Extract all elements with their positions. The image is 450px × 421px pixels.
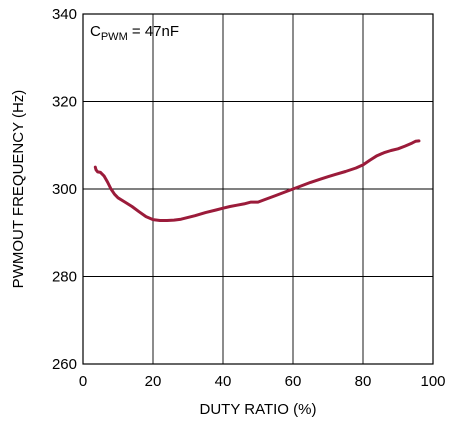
grid: [83, 14, 433, 364]
y-axis-label: PWMOUT FREQUENCY (Hz): [10, 90, 27, 289]
x-tick-label: 20: [145, 373, 162, 390]
x-axis-label: DUTY RATIO (%): [200, 401, 317, 418]
annotation-subscript: PWM: [101, 31, 128, 43]
y-tick-labels: 260 280 300 320 340: [52, 6, 77, 373]
x-tick-label: 100: [420, 373, 445, 390]
x-tick-labels: 0 20 40 60 80 100: [79, 373, 446, 390]
x-tick-label: 40: [215, 373, 232, 390]
y-tick-label: 300: [52, 181, 77, 198]
capacitance-annotation: CPWM = 47nF: [90, 23, 179, 43]
y-tick-label: 340: [52, 6, 77, 23]
x-tick-label: 0: [79, 373, 87, 390]
series-line: [93, 139, 421, 222]
x-tick-label: 80: [355, 373, 372, 390]
y-tick-label: 320: [52, 94, 77, 111]
x-tick-label: 60: [285, 373, 302, 390]
annotation-main: C: [90, 23, 101, 40]
y-tick-label: 260: [52, 356, 77, 373]
y-tick-label: 280: [52, 269, 77, 286]
annotation-rest: = 47nF: [128, 23, 179, 40]
